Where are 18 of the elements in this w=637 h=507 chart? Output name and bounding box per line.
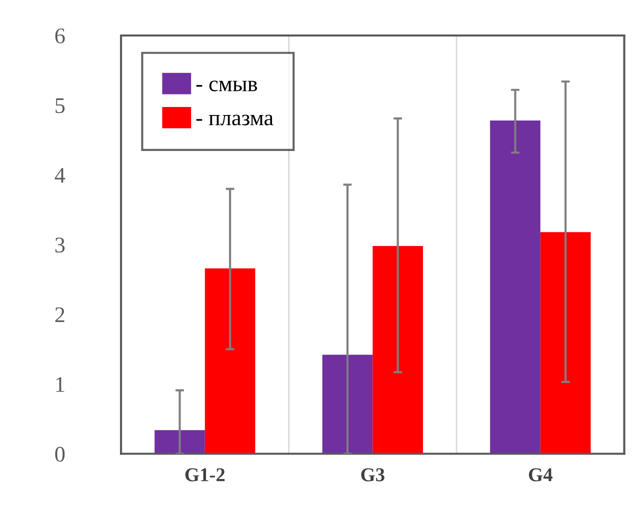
x-tick-label: G1-2	[185, 468, 225, 482]
y-tick-label: 3	[55, 238, 65, 253]
bar	[204, 268, 256, 454]
y-tick-label: 0	[55, 446, 65, 462]
y-tick-label: 6	[55, 28, 65, 44]
x-tick-label: G4	[528, 468, 552, 482]
bar	[322, 354, 373, 454]
y-tick-label: 1	[56, 377, 64, 392]
bar	[540, 232, 591, 454]
bar	[372, 246, 423, 454]
x-tick-label: G3	[361, 468, 384, 482]
y-tick-label: 4	[54, 168, 66, 183]
legend-label: - смыв	[196, 80, 258, 92]
legend-label: - плазма	[196, 114, 274, 126]
bar	[490, 120, 540, 454]
y-tick-label: 2	[55, 307, 64, 322]
y-tick-label: 5	[56, 98, 65, 114]
bar	[154, 430, 205, 454]
